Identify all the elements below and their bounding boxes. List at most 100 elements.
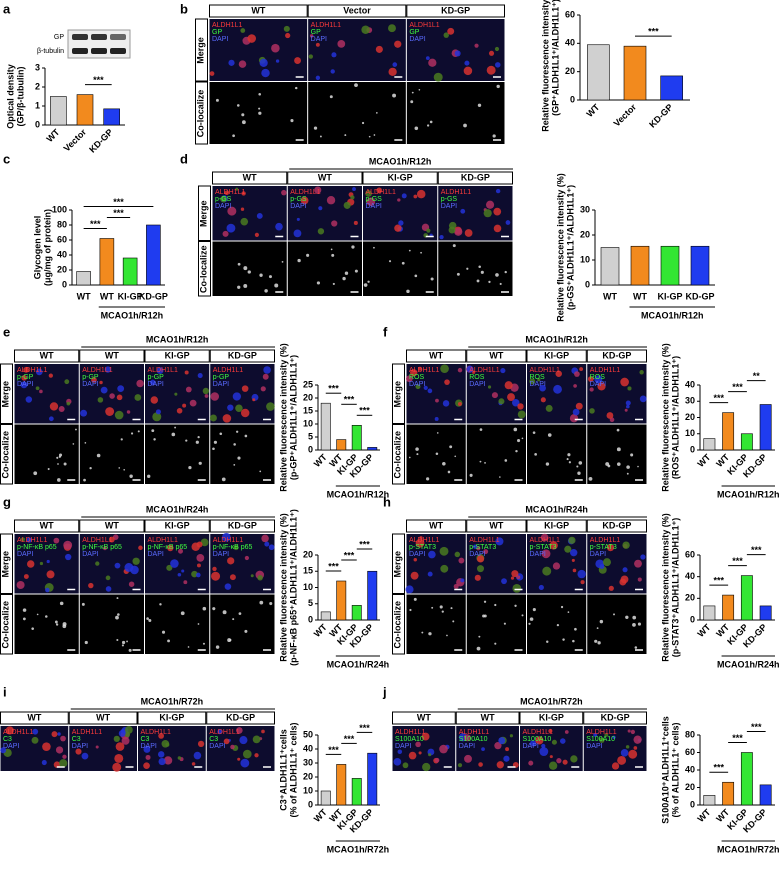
- y-axis-label: (μg/mg of protein): [42, 209, 52, 286]
- bar: [367, 447, 378, 451]
- significance-label: ***: [713, 763, 724, 773]
- cell-signal: [232, 392, 241, 401]
- cell-signal: [256, 213, 263, 219]
- row-label: Merge: [392, 551, 402, 578]
- cell-signal: [430, 277, 434, 281]
- cell-signal: [244, 629, 248, 633]
- channel-label: p-STAT3: [590, 544, 617, 551]
- cell-signal: [296, 217, 300, 221]
- bar: [336, 580, 347, 621]
- cell-signal: [373, 134, 376, 136]
- channel-label: ALDH1L1: [209, 729, 239, 736]
- column-label: WT: [40, 520, 54, 530]
- bar: [320, 402, 331, 451]
- cell-signal: [408, 249, 411, 252]
- cell-signal: [611, 762, 620, 770]
- cell-signal: [57, 463, 59, 465]
- cell-signal: [443, 32, 449, 38]
- cell-signal: [367, 280, 370, 283]
- y-tick-label: 15: [303, 405, 313, 415]
- column-header: [79, 519, 145, 533]
- cell-signal: [458, 557, 465, 564]
- channel-label: ROS: [469, 374, 485, 381]
- cell-signal: [413, 597, 417, 601]
- cell-signal: [570, 549, 578, 557]
- y-tick-label: 10: [303, 418, 313, 428]
- x-tick-label: WT: [633, 291, 647, 301]
- cell-signal: [606, 412, 614, 419]
- cell-signal: [394, 40, 402, 48]
- cell-signal: [517, 439, 521, 443]
- cell-signal: [209, 414, 217, 422]
- cell-signal: [128, 648, 132, 652]
- cell-signal: [486, 65, 496, 75]
- cell-signal: [454, 455, 457, 458]
- cell-signal: [639, 395, 647, 403]
- cell-signal: [521, 614, 524, 617]
- cell-signal: [113, 735, 120, 743]
- cell-signal: [237, 456, 241, 460]
- y-tick-label: 3: [35, 62, 40, 72]
- cell-signal: [449, 445, 453, 449]
- cell-signal: [254, 753, 259, 758]
- y-tick-label: 20: [303, 771, 313, 781]
- column-header: [437, 171, 513, 185]
- cell-signal: [624, 408, 628, 412]
- cell-signal: [228, 59, 235, 66]
- cell-signal: [41, 760, 47, 766]
- cell-signal: [589, 408, 595, 414]
- channel-label: ALDH1L1: [441, 189, 471, 196]
- cell-signal: [494, 642, 497, 645]
- cell-signal: [545, 404, 553, 412]
- cell-signal: [594, 639, 598, 643]
- significance-label: ***: [344, 550, 355, 560]
- cell-signal: [83, 478, 86, 482]
- cell-signal: [472, 370, 476, 374]
- cell-signal: [243, 266, 248, 271]
- micrograph: [587, 594, 647, 654]
- cell-signal: [143, 762, 150, 770]
- channel-label: DAPI: [590, 551, 606, 558]
- cell-signal: [57, 732, 61, 736]
- cell-signal: [332, 282, 335, 286]
- cell-signal: [418, 88, 421, 91]
- cell-signal: [213, 440, 217, 444]
- cell-signal: [532, 608, 536, 612]
- cell-signal: [64, 379, 70, 385]
- cell-signal: [313, 126, 318, 130]
- channel-label: S100A10: [459, 736, 488, 743]
- cell-signal: [388, 24, 396, 33]
- cell-signal: [263, 366, 271, 374]
- y-tick-label: 30: [685, 396, 695, 406]
- cell-signal: [351, 245, 355, 249]
- channel-label: S100A10: [523, 736, 552, 743]
- cell-signal: [422, 762, 431, 772]
- cell-signal: [318, 206, 323, 211]
- row-header: [195, 18, 208, 82]
- channel-label: p-GP: [82, 374, 99, 381]
- cell-signal: [108, 536, 115, 543]
- cell-signal: [353, 220, 358, 225]
- y-axis-label: Relative fluorescence intensity (%): [660, 343, 670, 492]
- column-header: [144, 349, 210, 363]
- bar: [740, 433, 753, 451]
- column-header: [406, 519, 467, 533]
- cell-signal: [517, 403, 524, 410]
- channel-label: ALDH1L1: [409, 537, 439, 544]
- channel-label: DAPI: [141, 743, 157, 750]
- bar: [703, 605, 716, 621]
- cell-signal: [500, 368, 506, 374]
- cell-signal: [285, 32, 291, 39]
- y-tick-label: 0: [308, 799, 313, 809]
- cell-signal: [539, 747, 549, 756]
- cell-signal: [416, 189, 426, 199]
- y-axis-label: S100A10⁺ALDH1L1⁺cells: [660, 716, 670, 824]
- cell-signal: [230, 744, 235, 750]
- cell-signal: [314, 186, 322, 194]
- cell-signal: [633, 746, 638, 750]
- y-tick-label: 10: [303, 582, 313, 592]
- cell-signal: [637, 465, 639, 468]
- channel-label: ALDH1L1: [469, 537, 499, 544]
- cell-signal: [254, 232, 259, 237]
- column-header: [209, 519, 275, 533]
